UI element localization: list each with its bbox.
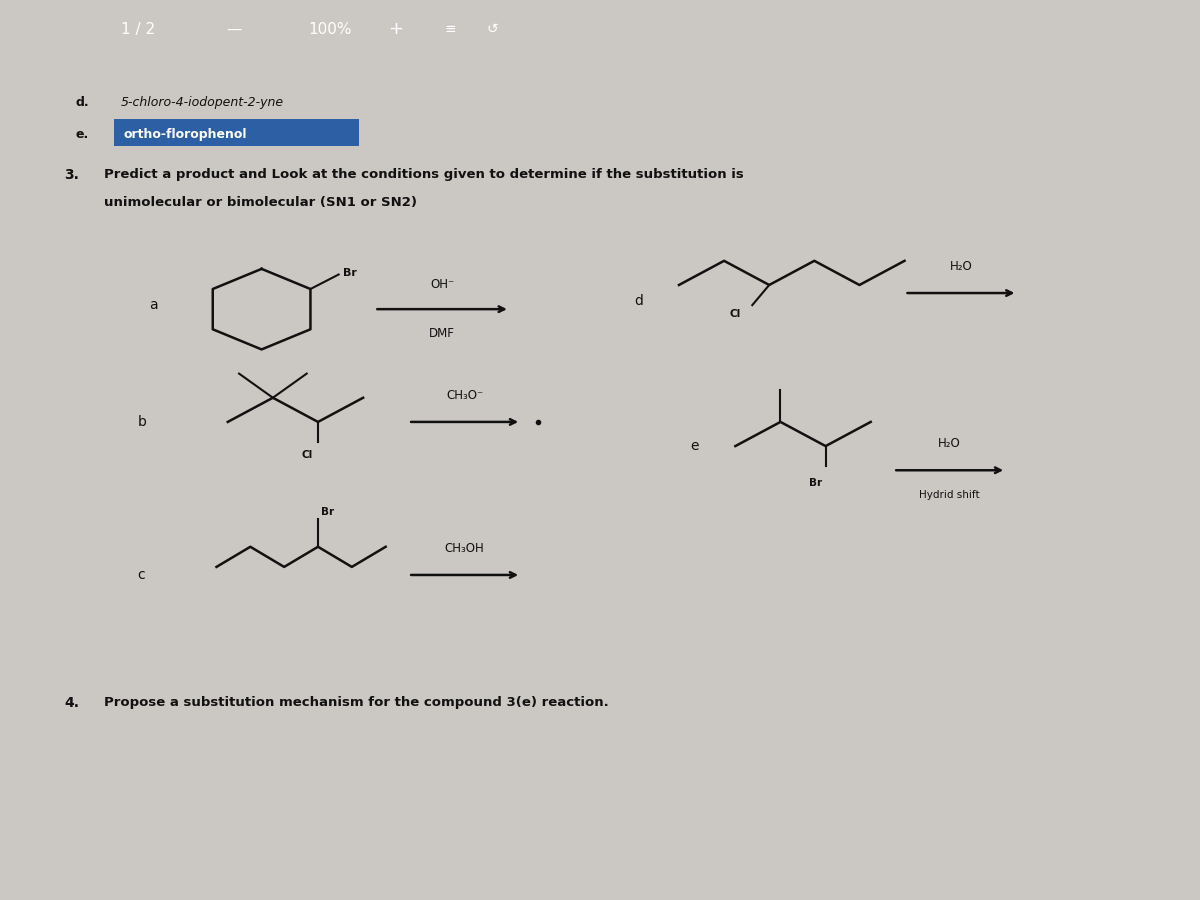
Text: 1 / 2: 1 / 2 [121, 22, 155, 37]
Text: unimolecular or bimolecular (SN1 or SN2): unimolecular or bimolecular (SN1 or SN2) [103, 196, 416, 210]
Text: H₂O: H₂O [949, 260, 972, 273]
Text: 100%: 100% [308, 22, 352, 37]
Text: OH⁻: OH⁻ [430, 278, 455, 292]
Text: DMF: DMF [430, 327, 455, 340]
Text: ≡: ≡ [444, 22, 456, 36]
FancyBboxPatch shape [114, 119, 359, 147]
Text: 3.: 3. [65, 168, 79, 182]
Text: ortho-florophenol: ortho-florophenol [124, 128, 247, 141]
Text: c: c [138, 568, 145, 582]
Text: 4.: 4. [65, 696, 79, 710]
Text: Br: Br [343, 268, 358, 278]
Text: Propose a substitution mechanism for the compound 3(e) reaction.: Propose a substitution mechanism for the… [103, 696, 608, 709]
Text: Br: Br [322, 507, 335, 517]
Text: Cl: Cl [301, 450, 312, 460]
Text: —: — [227, 22, 241, 37]
Text: H₂O: H₂O [938, 437, 961, 450]
Text: +: + [389, 20, 403, 38]
Text: Br: Br [809, 478, 822, 489]
Text: e: e [690, 439, 698, 453]
Text: Hydrid shift: Hydrid shift [919, 491, 980, 500]
Text: Predict a product and Look at the conditions given to determine if the substitut: Predict a product and Look at the condit… [103, 168, 744, 181]
Text: b: b [138, 415, 146, 429]
Text: CH₃OH: CH₃OH [445, 542, 485, 554]
Text: ↺: ↺ [486, 22, 498, 36]
Text: e.: e. [76, 128, 89, 141]
Text: a: a [149, 298, 157, 312]
Text: 5-chloro-4-iodopent-2-yne: 5-chloro-4-iodopent-2-yne [120, 95, 283, 109]
Text: d: d [634, 294, 643, 308]
Text: d.: d. [76, 95, 89, 109]
Text: CH₃O⁻: CH₃O⁻ [446, 389, 484, 401]
Text: Cl: Cl [730, 310, 740, 320]
